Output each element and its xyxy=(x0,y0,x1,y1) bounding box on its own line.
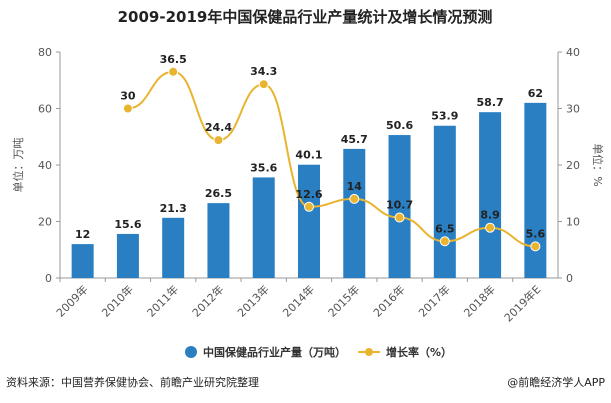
y-tick-right-label: 40 xyxy=(566,46,580,59)
x-tick-label: 2017年 xyxy=(415,282,452,319)
x-tick-label: 2019年E xyxy=(501,282,543,324)
legend-line-marker xyxy=(365,348,373,356)
x-tick-label: 2015年 xyxy=(325,282,362,319)
bar-value-label: 50.6 xyxy=(386,119,413,132)
line-point xyxy=(304,201,314,212)
x-tick-label: 2016年 xyxy=(370,282,407,319)
data-labels: 12 15.6 21.3 26.5 35.6 40.1 45.7 50.6 53.9 58.7 62… xyxy=(75,53,545,241)
bar xyxy=(162,217,185,278)
bar-series xyxy=(71,102,547,278)
bar-value-label: 35.6 xyxy=(250,161,277,174)
bar-value-label: 45.7 xyxy=(341,133,368,146)
bar xyxy=(71,244,94,278)
bar xyxy=(524,102,547,278)
bar-value-label: 21.3 xyxy=(160,202,187,215)
bar-value-label: 53.9 xyxy=(431,110,458,123)
line-point xyxy=(349,193,360,204)
y-tick-left-label: 0 xyxy=(45,272,52,285)
line-value-label: 5.6 xyxy=(526,227,546,240)
bar-value-label: 12 xyxy=(75,228,90,241)
legend: 中国保健品行业产量（万吨） 增长率（%） xyxy=(185,345,452,359)
line-value-label: 34.3 xyxy=(250,65,277,78)
bar xyxy=(252,177,275,278)
bar xyxy=(479,112,502,278)
line-value-label: 8.9 xyxy=(480,209,500,222)
bar xyxy=(343,148,366,278)
line-value-label: 10.7 xyxy=(386,199,413,212)
legend-line-label: 增长率（%） xyxy=(386,345,452,359)
y-tick-right-label: 20 xyxy=(566,159,580,172)
x-tick-label: 2013年 xyxy=(234,282,271,319)
line-point xyxy=(258,79,269,90)
x-tick-label: 2009年 xyxy=(53,282,90,319)
y-tick-left-label: 80 xyxy=(38,46,52,59)
bar-value-label: 62 xyxy=(528,87,543,100)
growth-line xyxy=(127,70,536,248)
line-value-label: 14 xyxy=(347,180,363,193)
line-value-label: 6.5 xyxy=(435,222,455,235)
y-axis-right-label: 单位：% xyxy=(591,143,605,186)
y-tick-left-label: 20 xyxy=(38,216,52,229)
line-value-label: 36.5 xyxy=(160,53,187,66)
bar xyxy=(388,135,411,278)
line-point xyxy=(485,222,496,233)
line-point xyxy=(530,241,541,252)
x-tick-label: 2014年 xyxy=(280,282,317,319)
line-point xyxy=(168,66,179,77)
y-tick-left-label: 40 xyxy=(38,159,52,172)
bar-value-label: 40.1 xyxy=(295,149,322,162)
chart-title: 2009-2019年中国保健品行业产量统计及增长情况预测 xyxy=(118,8,493,26)
bar xyxy=(207,203,230,278)
bar-value-label: 58.7 xyxy=(477,96,504,109)
bar xyxy=(433,125,456,278)
bar-value-label: 15.6 xyxy=(114,218,141,231)
x-tick-label: 2011年 xyxy=(144,282,181,319)
bar xyxy=(298,164,320,278)
line-point xyxy=(394,212,405,223)
line-value-label: 24.4 xyxy=(205,121,232,134)
y-tick-left-label: 60 xyxy=(38,103,52,116)
line-series xyxy=(122,66,541,252)
y-tick-right-label: 30 xyxy=(566,103,580,116)
x-tick-label: 2010年 xyxy=(99,282,136,319)
line-point xyxy=(213,135,224,146)
y-tick-right-label: 0 xyxy=(566,272,573,285)
line-point xyxy=(122,103,133,114)
brand-note: @前瞻经济学人APP xyxy=(507,375,605,389)
x-tick-label: 2018年 xyxy=(461,282,498,319)
line-value-label: 30 xyxy=(120,90,136,103)
y-tick-right-label: 10 xyxy=(566,216,580,229)
line-point xyxy=(439,236,450,247)
source-note: 资料来源：中国营养保健协会、前瞻产业研究院整理 xyxy=(6,375,259,389)
line-value-label: 12.6 xyxy=(295,188,322,201)
bar xyxy=(116,233,139,278)
legend-bar-label: 中国保健品行业产量（万吨） xyxy=(203,345,346,359)
bar-value-label: 26.5 xyxy=(205,187,232,200)
y-axis-left-label: 单位：万吨 xyxy=(11,138,25,193)
x-tick-label: 2012年 xyxy=(189,282,226,319)
legend-bar-swatch xyxy=(185,346,197,358)
